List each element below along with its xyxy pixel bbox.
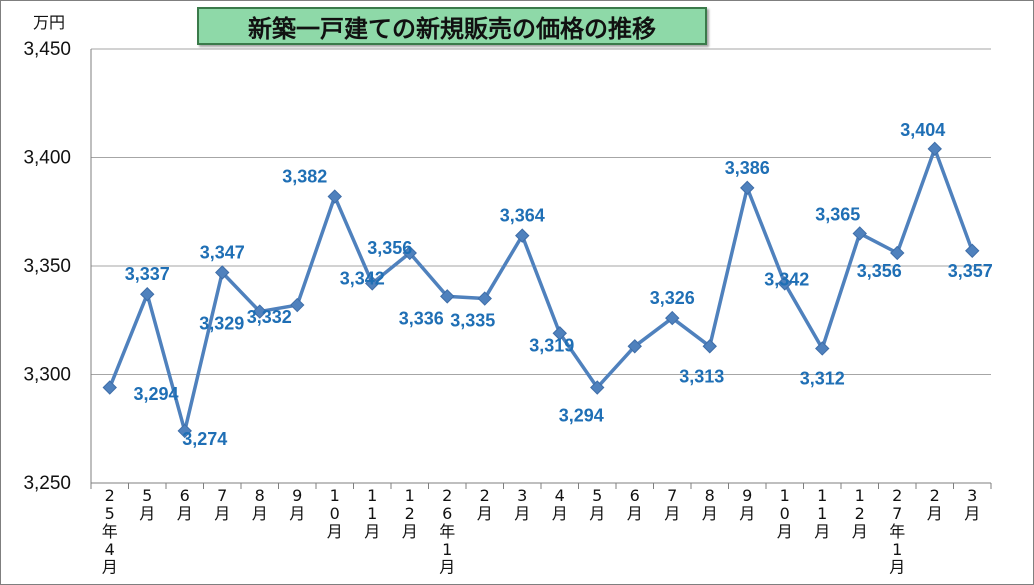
y-tick-label: 3,300 [23,365,71,386]
data-label: 3,347 [200,243,245,263]
data-point [252,304,267,319]
y-tick-label: 3,400 [23,148,71,169]
data-point [102,380,117,395]
y-unit-label: 万円 [33,13,66,32]
data-point [440,289,455,304]
data-point [365,276,380,291]
data-label: 3,386 [725,158,770,178]
y-tick-label: 3,450 [23,39,71,60]
data-point [140,287,155,302]
data-label: 3,332 [247,307,292,327]
data-label: 3,312 [800,368,845,388]
data-point [627,339,642,354]
data-point [327,189,342,204]
data-label: 3,313 [679,366,724,386]
data-label: 3,294 [559,406,604,426]
data-label: 3,364 [500,206,545,226]
data-label: 3,342 [764,269,809,289]
data-label: 3,365 [815,204,860,224]
chart-title: 新築一戸建ての新規販売の価格の推移 [197,7,707,45]
data-label: 3,342 [340,268,385,288]
series-line [108,147,974,433]
data-point [702,339,717,354]
data-label: 3,274 [182,429,227,449]
data-label: 3,356 [857,261,902,281]
data-point [740,180,755,196]
data-label: 3,335 [450,311,495,331]
data-label: 3,319 [529,335,574,355]
data-label: 3,404 [900,120,945,140]
data-point [402,245,417,261]
data-point [852,226,867,241]
data-point [665,310,680,326]
data-label: 3,326 [650,288,695,308]
data-point [477,291,492,306]
y-tick-label: 3,250 [23,473,71,494]
data-label: 3,336 [399,308,444,328]
data-point [515,228,530,243]
data-label: 3,337 [125,264,170,284]
y-tick-label: 3,350 [23,256,71,277]
data-point [590,380,605,395]
data-label: 3,356 [367,238,412,258]
data-point [927,141,942,157]
data-point [777,276,792,291]
data-point [965,243,980,259]
data-point [215,265,230,280]
data-label: 3,329 [199,314,244,334]
data-point [890,245,905,261]
data-label: 3,294 [133,384,178,404]
data-point [815,341,830,356]
data-label: 3,357 [948,261,993,281]
data-label: 3,382 [282,167,327,187]
data-point [177,423,192,439]
data-point [290,297,305,313]
data-point [552,326,567,341]
